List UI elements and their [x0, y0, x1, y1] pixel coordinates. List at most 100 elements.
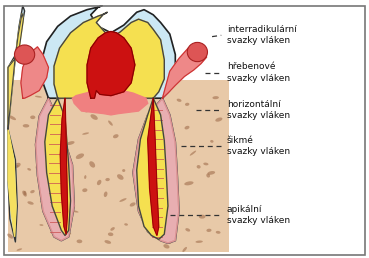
Ellipse shape — [114, 101, 118, 105]
Ellipse shape — [82, 132, 89, 135]
Ellipse shape — [24, 191, 27, 195]
Ellipse shape — [206, 174, 210, 178]
Ellipse shape — [30, 116, 35, 119]
Polygon shape — [21, 47, 48, 98]
Text: horizontální
svazky vláken: horizontální svazky vláken — [227, 100, 290, 120]
Polygon shape — [41, 6, 175, 98]
Ellipse shape — [185, 103, 189, 106]
Polygon shape — [148, 98, 159, 236]
Ellipse shape — [27, 201, 34, 205]
Text: šikmé
svazky vláken: šikmé svazky vláken — [227, 136, 290, 156]
Ellipse shape — [190, 151, 196, 156]
Ellipse shape — [108, 232, 113, 236]
Ellipse shape — [8, 115, 16, 120]
Ellipse shape — [11, 165, 19, 168]
Ellipse shape — [185, 228, 190, 232]
Ellipse shape — [210, 140, 214, 143]
Text: apikální
svazky vláken: apikální svazky vláken — [227, 205, 290, 225]
Ellipse shape — [90, 114, 98, 120]
Ellipse shape — [84, 175, 86, 179]
Ellipse shape — [39, 224, 44, 226]
Ellipse shape — [122, 169, 125, 172]
Ellipse shape — [66, 229, 71, 235]
Polygon shape — [8, 6, 25, 129]
Ellipse shape — [113, 134, 118, 138]
Ellipse shape — [97, 180, 101, 185]
Ellipse shape — [104, 240, 111, 244]
Ellipse shape — [130, 202, 135, 207]
Polygon shape — [36, 98, 74, 241]
Ellipse shape — [159, 114, 164, 117]
Ellipse shape — [197, 165, 201, 168]
Polygon shape — [162, 44, 207, 98]
Polygon shape — [87, 31, 135, 98]
Ellipse shape — [207, 171, 215, 175]
Ellipse shape — [184, 181, 193, 185]
Ellipse shape — [117, 174, 124, 180]
Ellipse shape — [89, 161, 95, 168]
Ellipse shape — [66, 176, 70, 182]
Ellipse shape — [158, 114, 163, 118]
Ellipse shape — [162, 116, 165, 122]
Ellipse shape — [62, 212, 66, 215]
Polygon shape — [45, 98, 70, 236]
Ellipse shape — [104, 191, 107, 197]
Ellipse shape — [55, 157, 60, 160]
Ellipse shape — [216, 231, 221, 234]
Polygon shape — [8, 13, 24, 129]
Ellipse shape — [51, 170, 55, 174]
Ellipse shape — [71, 210, 79, 213]
Ellipse shape — [166, 158, 172, 164]
Ellipse shape — [7, 233, 13, 239]
Ellipse shape — [22, 191, 27, 197]
Ellipse shape — [134, 97, 139, 100]
Ellipse shape — [199, 215, 206, 219]
Ellipse shape — [40, 201, 48, 205]
Ellipse shape — [187, 42, 207, 62]
Ellipse shape — [30, 190, 35, 193]
Polygon shape — [72, 88, 148, 115]
Ellipse shape — [215, 117, 223, 122]
Polygon shape — [8, 129, 17, 242]
Polygon shape — [133, 98, 179, 243]
Text: interradikulární
svazky vláken: interradikulární svazky vláken — [227, 25, 297, 45]
Ellipse shape — [182, 247, 187, 252]
Polygon shape — [54, 12, 164, 98]
Polygon shape — [137, 98, 168, 239]
Polygon shape — [133, 98, 179, 243]
Ellipse shape — [35, 96, 42, 98]
Ellipse shape — [158, 182, 165, 187]
Ellipse shape — [144, 198, 149, 204]
Polygon shape — [36, 98, 74, 241]
Ellipse shape — [42, 182, 48, 186]
Ellipse shape — [213, 96, 219, 99]
Ellipse shape — [151, 120, 156, 124]
Ellipse shape — [203, 163, 208, 165]
Ellipse shape — [196, 240, 203, 243]
Ellipse shape — [57, 142, 63, 146]
Ellipse shape — [77, 239, 82, 243]
Ellipse shape — [17, 248, 22, 251]
Ellipse shape — [67, 141, 75, 145]
Ellipse shape — [143, 204, 149, 208]
Ellipse shape — [110, 227, 115, 231]
Ellipse shape — [14, 45, 35, 64]
Ellipse shape — [82, 188, 87, 192]
Ellipse shape — [124, 223, 128, 226]
Ellipse shape — [119, 198, 127, 202]
Ellipse shape — [106, 178, 110, 181]
Bar — [8, 80, 229, 252]
Ellipse shape — [76, 154, 84, 159]
Polygon shape — [8, 129, 16, 237]
Ellipse shape — [44, 107, 47, 114]
Ellipse shape — [163, 244, 169, 248]
Ellipse shape — [177, 99, 182, 102]
Ellipse shape — [36, 164, 40, 170]
Ellipse shape — [206, 229, 211, 232]
Ellipse shape — [13, 163, 21, 168]
Ellipse shape — [184, 126, 190, 130]
Ellipse shape — [83, 108, 89, 112]
Text: hřebenové
svazky vláken: hřebenové svazky vláken — [227, 62, 290, 83]
Polygon shape — [60, 98, 68, 234]
Ellipse shape — [27, 168, 31, 171]
